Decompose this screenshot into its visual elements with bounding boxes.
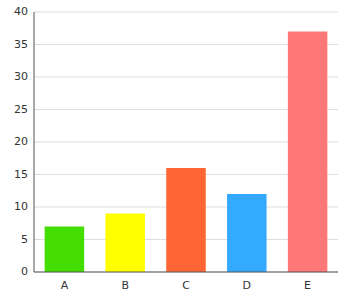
y-tick-label: 5 — [21, 233, 28, 246]
y-tick-label: 15 — [14, 168, 28, 181]
bar — [288, 32, 328, 273]
y-tick-label: 0 — [21, 265, 28, 278]
chart-container: 0 5 10 15 20 25 30 35 40 A B C D E — [0, 0, 350, 300]
y-tick-label: 35 — [14, 38, 28, 51]
bar — [166, 168, 206, 272]
y-tick-label: 40 — [14, 5, 28, 18]
x-tick-label: C — [182, 279, 190, 292]
bar — [45, 227, 85, 273]
x-axis-line — [34, 272, 338, 273]
x-tick-label: B — [121, 279, 129, 292]
y-tick-label: 25 — [14, 103, 28, 116]
bar — [227, 194, 267, 272]
chart: 0 5 10 15 20 25 30 35 40 A B C D E — [0, 0, 350, 300]
grid-line — [34, 12, 338, 13]
bars — [45, 32, 328, 273]
y-tick-label: 20 — [14, 135, 28, 148]
y-tick-label: 30 — [14, 70, 28, 83]
x-tick-label: E — [304, 279, 311, 292]
y-axis-line — [34, 12, 35, 272]
x-tick-label: A — [61, 279, 69, 292]
y-axis: 0 5 10 15 20 25 30 35 40 — [14, 5, 28, 278]
x-axis: A B C D E — [61, 279, 311, 292]
plot-background — [34, 12, 338, 272]
grid — [34, 12, 338, 272]
grid-line — [34, 272, 338, 273]
bar — [105, 214, 145, 273]
y-tick-label: 10 — [14, 200, 28, 213]
x-tick-label: D — [243, 279, 251, 292]
